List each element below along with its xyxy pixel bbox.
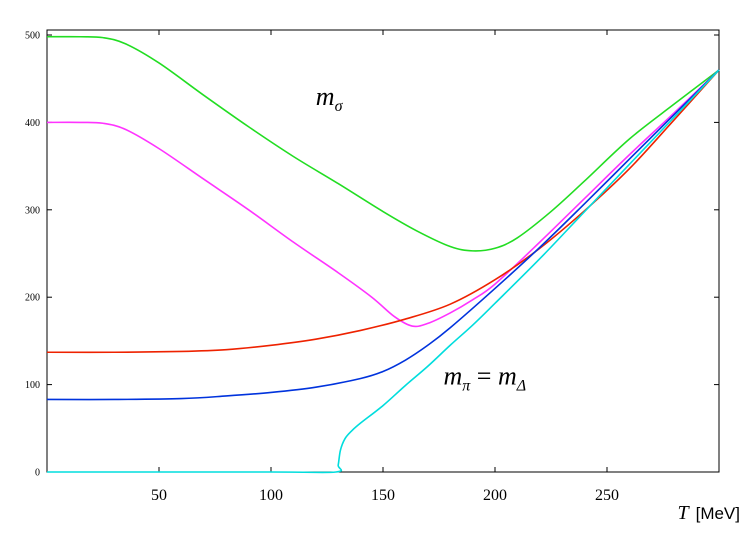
x-tick-label: 200 [483, 487, 507, 504]
y-tick-label: 400 [25, 118, 40, 129]
y-axis-ticks: 0 100 200 300 400 500 [25, 31, 719, 479]
y-tick-label: 500 [25, 31, 40, 42]
x-axis-label: T [MeV] [677, 502, 740, 524]
series-line-1 [46, 69, 720, 328]
series-layer [46, 35, 720, 474]
x-tick-label: 50 [151, 487, 167, 504]
y-tick-label: 0 [35, 468, 40, 479]
y-tick-label: 200 [25, 293, 40, 304]
y-tick-label: 100 [25, 380, 40, 391]
series-line-2 [46, 69, 720, 354]
x-axis-ticks: 50 100 150 200 250 [151, 30, 619, 504]
series-line-3 [46, 69, 720, 401]
x-tick-label: 250 [595, 487, 619, 504]
x-tick-label: 100 [259, 487, 283, 504]
y-tick-label: 300 [25, 205, 40, 216]
series-line-4 [47, 69, 720, 474]
annotation-m-sigma: mσ [316, 82, 344, 115]
x-tick-label: 150 [371, 487, 395, 504]
annotation-m-pi-equals-m-delta: mπ = mΔ [443, 362, 526, 395]
series-line-0 [46, 35, 720, 252]
